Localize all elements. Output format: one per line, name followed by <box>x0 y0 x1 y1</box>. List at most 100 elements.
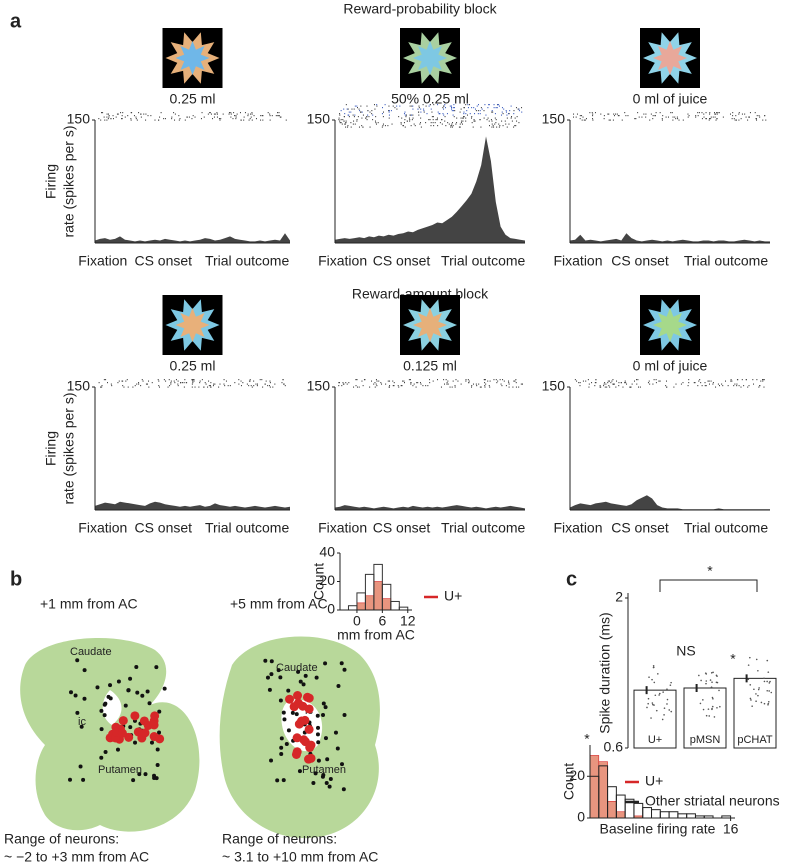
raster-tick <box>709 112 711 114</box>
raster-tick <box>450 125 452 127</box>
jitter-dot <box>700 679 702 682</box>
raster-tick <box>146 383 148 385</box>
raster-tick <box>338 117 340 119</box>
neuron-dot <box>294 712 299 717</box>
raster-tick <box>163 118 165 120</box>
raster-tick <box>282 379 284 381</box>
raster-tick <box>610 382 612 384</box>
raster-tick <box>201 112 203 114</box>
raster-tick <box>356 386 358 388</box>
bar <box>633 689 677 749</box>
raster-tick <box>492 111 494 113</box>
raster-tick <box>456 117 458 119</box>
jitter-dot <box>718 689 720 692</box>
raster-tick <box>338 385 340 387</box>
raster-tick <box>609 386 611 388</box>
raster-tick <box>447 122 449 124</box>
x-tick-label: 0 <box>353 613 361 629</box>
jitter-dot <box>669 684 672 686</box>
raster-tick <box>617 115 619 117</box>
raster-tick <box>102 112 104 114</box>
raster-tick <box>468 382 470 384</box>
raster-tick <box>184 379 186 381</box>
raster-tick <box>344 123 346 125</box>
raster-tick <box>132 386 134 388</box>
raster-tick <box>479 110 481 112</box>
raster-tick <box>393 385 395 387</box>
neuron-dot <box>154 665 159 670</box>
raster-tick <box>699 379 701 381</box>
raster-tick <box>232 118 234 120</box>
x-label: Trial outcome <box>684 520 769 536</box>
raster-tick <box>461 120 463 122</box>
raster-tick <box>676 116 678 118</box>
neuron-dot <box>336 683 341 688</box>
jitter-dot <box>757 694 759 697</box>
raster-tick <box>247 115 249 117</box>
raster-tick <box>662 115 664 117</box>
raster-tick <box>509 110 511 112</box>
raster-tick <box>582 116 584 118</box>
raster-tick <box>157 379 159 381</box>
raster-tick <box>483 117 485 119</box>
raster-tick <box>105 379 107 381</box>
raster-tick <box>376 380 378 382</box>
range-text: Range of neurons: <box>4 831 119 847</box>
raster-tick <box>382 107 384 109</box>
raster-tick <box>710 380 712 382</box>
raster-tick <box>375 379 377 381</box>
raster-tick <box>592 115 594 117</box>
raster-tick <box>425 385 427 387</box>
raster-tick <box>261 379 263 381</box>
raster-tick <box>228 112 230 114</box>
raster-tick <box>762 380 764 382</box>
raster-tick <box>387 380 389 382</box>
raster-tick <box>255 118 257 120</box>
jitter-dot <box>658 692 661 695</box>
raster-tick <box>346 383 348 385</box>
raster-tick <box>219 383 221 385</box>
neuron-dot <box>293 691 303 701</box>
raster-tick <box>394 107 396 109</box>
raster-tick <box>703 113 705 115</box>
jitter-dot <box>650 717 652 719</box>
raster-tick <box>612 119 614 121</box>
raster-tick <box>164 118 166 120</box>
raster-tick <box>714 113 716 115</box>
neuron-dot <box>269 758 274 763</box>
raster-tick <box>404 111 406 113</box>
raster-tick <box>410 382 412 384</box>
raster-tick <box>592 119 594 121</box>
raster-tick <box>472 383 474 385</box>
raster-tick <box>122 385 124 387</box>
raster-tick <box>207 386 209 388</box>
raster-tick <box>402 125 404 127</box>
raster-tick <box>382 111 384 113</box>
stimulus-shape <box>413 41 447 75</box>
raster-tick <box>759 385 761 387</box>
neuron-dot <box>134 665 139 670</box>
jitter-dot <box>698 674 700 677</box>
raster-tick <box>143 113 145 115</box>
raster-tick <box>191 386 193 388</box>
jitter-dot <box>670 681 672 684</box>
neuron-dot <box>115 747 120 752</box>
raster-tick <box>453 104 455 106</box>
raster-tick <box>441 123 443 125</box>
jitter-dot <box>711 708 713 711</box>
raster-tick <box>341 385 343 387</box>
raster-tick <box>361 111 363 113</box>
raster-tick <box>422 104 424 106</box>
raster-tick <box>388 105 390 107</box>
raster-tick <box>416 382 418 384</box>
raster-tick <box>177 383 179 385</box>
neuron-dot <box>304 724 314 734</box>
jitter-dot <box>750 699 752 701</box>
bar <box>683 687 727 749</box>
raster-tick <box>736 379 738 381</box>
raster-tick <box>399 105 401 107</box>
raster-tick <box>420 126 422 128</box>
y-tick-label: 20 <box>319 572 335 588</box>
raster-tick <box>131 112 133 114</box>
raster-tick <box>716 113 718 115</box>
